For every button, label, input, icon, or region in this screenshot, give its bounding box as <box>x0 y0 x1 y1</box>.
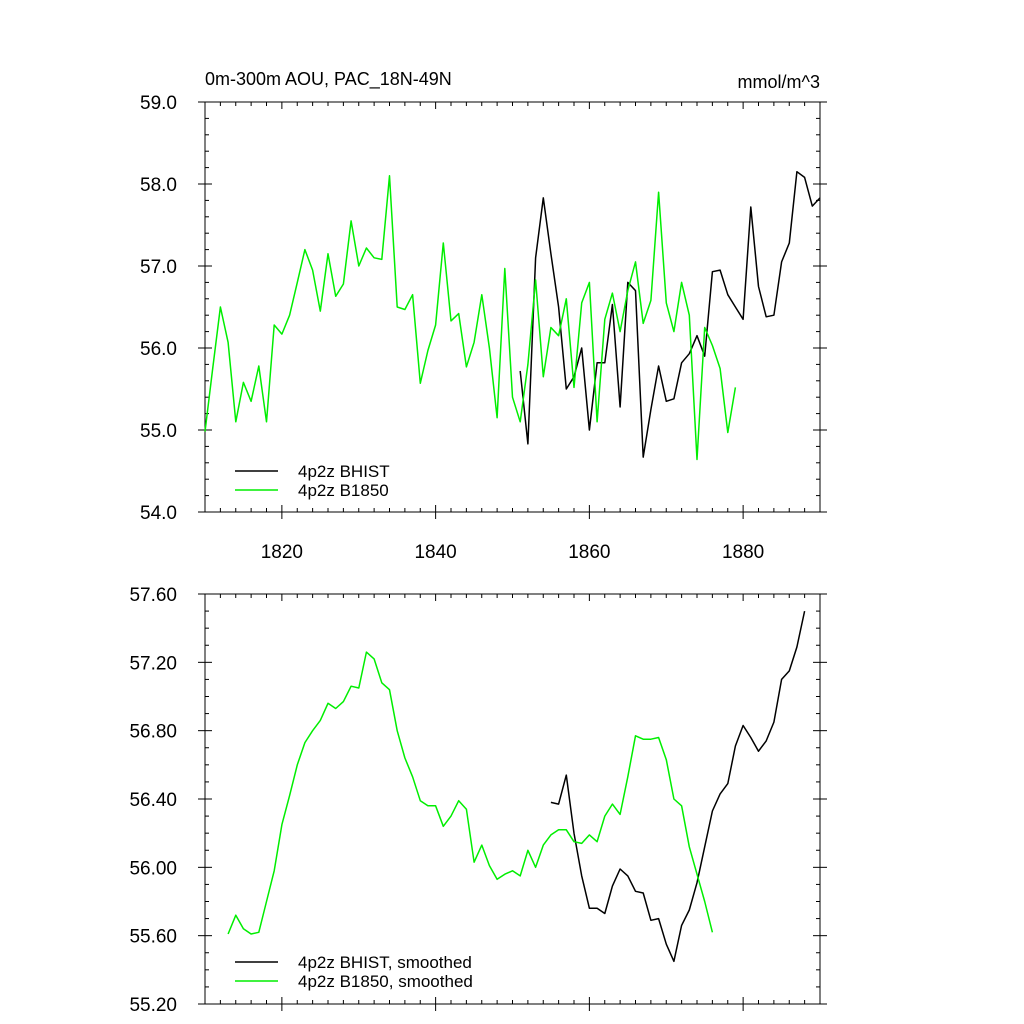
legend: 4p2z BHIST, smoothed 4p2z B1850, smoothe… <box>235 953 473 991</box>
series-line-4p2z-b1850 <box>204 175 737 461</box>
series-lines <box>227 610 806 963</box>
chart-title: 0m-300m AOU, PAC_18N-49N <box>205 69 452 90</box>
y-tick-label: 58.0 <box>140 175 177 196</box>
legend-label-b1850: 4p2z B1850 <box>298 481 389 500</box>
y-tick-label: 59.0 <box>140 93 177 114</box>
series-lines <box>204 170 821 461</box>
bottom-panel: 55.20 55.60 56.00 56.40 56.80 57.20 57.60 4p2z… <box>129 585 827 1016</box>
x-tick-labels: 1820 1840 1860 1880 <box>261 542 765 563</box>
y-tick-label: 55.60 <box>129 927 177 948</box>
units-label: mmol/m^3 <box>738 72 820 92</box>
y-tick-label: 57.60 <box>129 585 177 606</box>
y-tick-label: 55.0 <box>140 421 177 442</box>
legend-label-bhist-smoothed: 4p2z BHIST, smoothed <box>298 953 472 972</box>
y-tick-label: 57.0 <box>140 257 177 278</box>
y-tick-label: 56.40 <box>129 790 177 811</box>
legend-label-b1850-smoothed: 4p2z B1850, smoothed <box>298 972 473 991</box>
y-tick-label: 57.20 <box>129 653 177 674</box>
y-tick-label: 55.20 <box>129 995 177 1016</box>
axis-ticks <box>198 593 827 1011</box>
y-tick-labels: 54.0 55.0 56.0 57.0 58.0 59.0 <box>140 93 177 524</box>
x-tick-label: 1840 <box>414 542 456 563</box>
x-tick-label: 1820 <box>261 542 303 563</box>
series-line-4p2z-bhist-smoothed <box>550 610 806 963</box>
x-tick-label: 1860 <box>568 542 610 563</box>
top-panel: 0m-300m AOU, PAC_18N-49N mmol/m^3 54.0 55… <box>140 69 827 563</box>
y-tick-label: 56.80 <box>129 722 177 743</box>
axis-ticks <box>198 101 827 519</box>
y-tick-label: 54.0 <box>140 503 177 524</box>
series-line-4p2z-b1850-smoothed <box>227 651 714 935</box>
y-tick-labels: 55.20 55.60 56.00 56.40 56.80 57.20 57.60 <box>129 585 177 1016</box>
y-tick-label: 56.00 <box>129 858 177 879</box>
y-tick-label: 56.0 <box>140 339 177 360</box>
series-line-4p2z-bhist <box>519 170 821 458</box>
legend-label-bhist: 4p2z BHIST <box>298 462 390 481</box>
legend: 4p2z BHIST 4p2z B1850 <box>235 462 390 500</box>
x-tick-label: 1880 <box>722 542 764 563</box>
